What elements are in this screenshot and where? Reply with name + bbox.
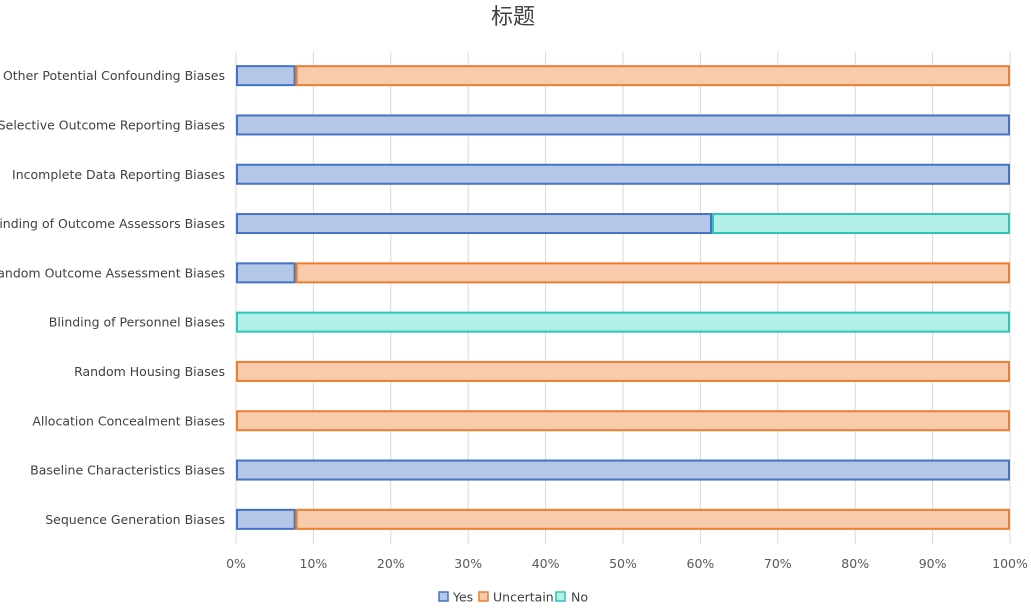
bar-segment <box>236 459 1010 481</box>
bars <box>236 65 1010 530</box>
bar-segment <box>236 65 296 87</box>
legend-swatch <box>478 591 489 602</box>
legend-label: No <box>571 590 588 605</box>
category-label: Allocation Concealment Biases <box>32 413 225 428</box>
x-axis-ticks: 0% 10% 20% 30% 40% 50% 60% 70% 80% 90% 100% <box>226 556 1028 571</box>
bar-segment <box>295 508 1010 530</box>
category-label: Random Outcome Assessment Biases <box>0 265 225 280</box>
legend-swatch <box>555 591 566 602</box>
bar-segment <box>712 213 1010 235</box>
category-label: Blinding of Outcome Assessors Biases <box>0 216 225 231</box>
x-tick-label: 20% <box>377 556 405 571</box>
x-tick-label: 0% <box>226 556 246 571</box>
bar-segment <box>236 410 1010 432</box>
x-tick-label: 40% <box>532 556 560 571</box>
x-tick-label: 60% <box>687 556 715 571</box>
x-tick-label: 10% <box>300 556 328 571</box>
bar-segment <box>295 65 1010 87</box>
x-tick-label: 70% <box>764 556 792 571</box>
x-tick-label: 100% <box>992 556 1028 571</box>
category-label: Random Housing Biases <box>74 364 225 379</box>
bar-segment <box>295 262 1010 284</box>
x-tick-label: 30% <box>454 556 482 571</box>
x-tick-label: 50% <box>609 556 637 571</box>
x-tick-label: 90% <box>919 556 947 571</box>
chart-title: 标题 <box>491 5 535 30</box>
category-label: Blinding of Personnel Biases <box>49 315 225 330</box>
legend: Yes Uncertain No <box>438 590 588 605</box>
bar-segment <box>236 360 1010 382</box>
category-labels: Other Potential Confounding Biases Select… <box>0 68 225 527</box>
bar-segment <box>236 213 713 235</box>
category-label: Other Potential Confounding Biases <box>3 68 225 83</box>
legend-label: Uncertain <box>493 590 554 605</box>
category-label: Sequence Generation Biases <box>45 512 225 527</box>
category-label: Selective Outcome Reporting Biases <box>0 117 225 132</box>
category-label: Incomplete Data Reporting Biases <box>12 167 225 182</box>
legend-label: Yes <box>452 590 473 605</box>
category-label: Baseline Characteristics Biases <box>30 463 225 478</box>
bar-segment <box>236 163 1010 185</box>
bar-segment <box>236 114 1010 136</box>
bar-segment <box>236 311 1010 333</box>
bar-segment <box>236 508 296 530</box>
x-tick-label: 80% <box>841 556 869 571</box>
bar-segment <box>236 262 296 284</box>
legend-swatch <box>438 591 449 602</box>
